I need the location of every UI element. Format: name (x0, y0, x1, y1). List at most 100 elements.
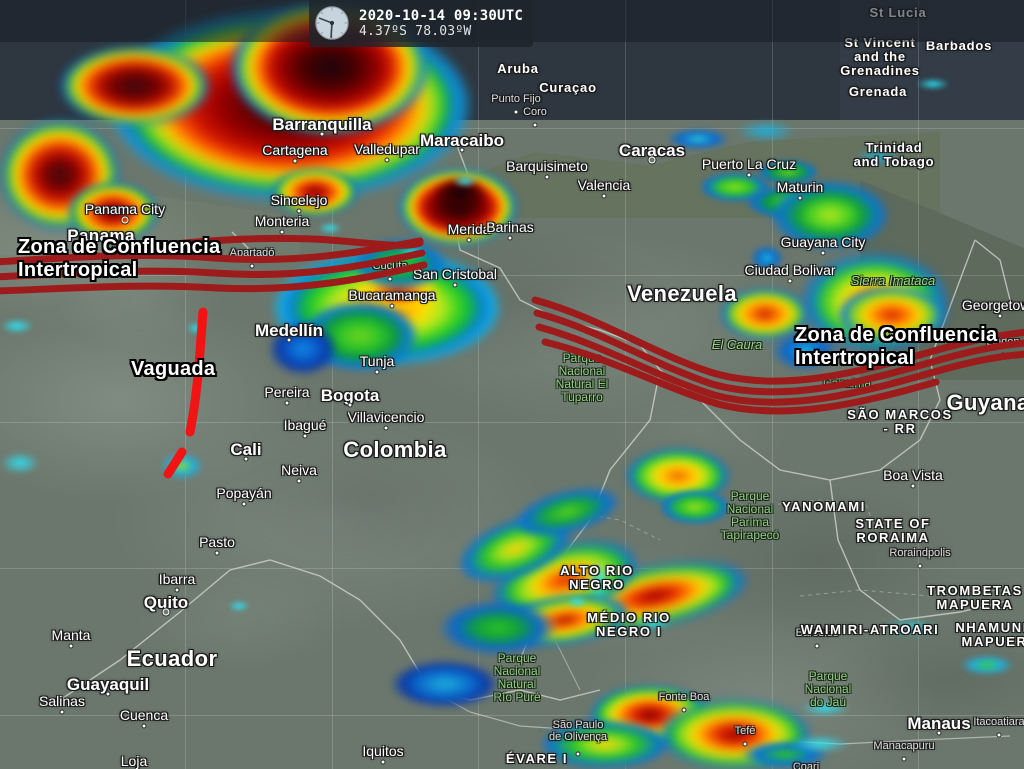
city-dot (389, 303, 395, 309)
echo-cell (452, 174, 478, 188)
echo-cell (838, 286, 946, 344)
city-dot (917, 563, 923, 569)
echo-cell (770, 330, 840, 372)
timestamp-value: 2020-10-14 09:30UTC (359, 7, 523, 24)
timestamp-badge: 2020-10-14 09:30UTC 4.37ºS 78.03ºW (309, 0, 533, 47)
graticule-horizontal (0, 715, 1024, 716)
graticule-vertical (478, 0, 479, 769)
city-dot (296, 208, 302, 214)
echo-cell (268, 322, 338, 376)
city-dot (284, 400, 290, 406)
city-dot (296, 478, 302, 484)
city-dot (59, 709, 65, 715)
city-dot (936, 730, 942, 736)
city-dot (466, 237, 472, 243)
city-dot (996, 732, 1002, 738)
city-dot (901, 756, 907, 762)
city-dot (532, 122, 538, 128)
graticule-vertical (185, 0, 186, 769)
city-dot (292, 158, 298, 164)
city-dot (286, 337, 292, 343)
vaguada-trough (163, 307, 208, 479)
city-dot (387, 276, 393, 282)
echo-cell (586, 560, 612, 602)
city-dot (797, 195, 803, 201)
echo-cell (750, 245, 784, 271)
echo-cell (60, 46, 210, 126)
echo-cell (790, 735, 850, 753)
graticule-horizontal (0, 422, 1024, 423)
city-dot (787, 278, 793, 284)
echo-cell (800, 700, 850, 716)
graticule-vertical (625, 0, 626, 769)
echo-cell (916, 78, 950, 90)
city-dot (910, 483, 916, 489)
annotation-itcz-right: Zona de Confluencia Intertropical (795, 324, 998, 369)
city-dot (347, 402, 353, 408)
city-dot (452, 282, 458, 288)
city-dot (513, 109, 519, 115)
city-dot (374, 369, 380, 375)
echo-cell (660, 490, 730, 524)
city-dot (383, 425, 389, 431)
graticule-horizontal (0, 128, 1024, 129)
city-dot (746, 172, 752, 178)
annotation-itcz-left: Zona de Confluencia Intertropical (18, 236, 221, 281)
city-dot (575, 751, 581, 757)
echo-cell (960, 655, 1014, 675)
city-dot (384, 157, 390, 163)
echo-cell (540, 720, 670, 769)
city-dot (162, 608, 170, 616)
echo-cell (272, 168, 358, 216)
city-dot (302, 433, 308, 439)
city-dot (648, 156, 656, 164)
city-dot (380, 759, 386, 765)
city-dot (742, 741, 748, 747)
city-dot (214, 550, 220, 556)
city-dot (319, 131, 325, 137)
echo-cell (566, 596, 588, 608)
echo-cell (228, 600, 250, 612)
echo-cell (700, 172, 770, 202)
city-dot (249, 263, 255, 269)
itcz-front-right (531, 296, 1024, 415)
city-dot (681, 707, 687, 713)
coordinates-value: 4.37ºS 78.03ºW (359, 23, 472, 39)
echo-cell (770, 180, 890, 250)
echo-cell (636, 614, 672, 630)
echo-cell (0, 318, 34, 334)
echo-cell (856, 148, 900, 166)
echo-cell (68, 182, 158, 242)
annotation-vaguada: Vaguada (131, 358, 216, 380)
city-dot (507, 235, 513, 241)
city-dot (241, 501, 247, 507)
echo-cell (666, 128, 730, 150)
graticule-vertical (332, 0, 333, 769)
city-dot (814, 643, 820, 649)
echo-cell (390, 660, 500, 708)
city-dot (121, 216, 129, 224)
city-dot (820, 250, 826, 256)
city-dot (174, 587, 180, 593)
echo-cell (758, 160, 818, 184)
echo-cell (0, 452, 40, 474)
echo-cell (880, 620, 940, 636)
city-dot (243, 456, 249, 462)
city-dot (279, 229, 285, 235)
timestamp-text-group: 2020-10-14 09:30UTC 4.37ºS 78.03ºW (359, 8, 523, 39)
city-dot (997, 313, 1003, 319)
city-dot (105, 691, 111, 697)
city-dot (459, 147, 465, 153)
echo-cell (318, 222, 342, 234)
city-dot (68, 643, 74, 649)
clock-icon (315, 6, 349, 40)
echo-cell (736, 120, 796, 142)
itcz-front-left-tail (136, 234, 424, 252)
echo-cell (438, 600, 558, 656)
city-dot (601, 193, 607, 199)
city-dot (544, 174, 550, 180)
city-dot (141, 723, 147, 729)
itcz-front-left (0, 237, 428, 295)
